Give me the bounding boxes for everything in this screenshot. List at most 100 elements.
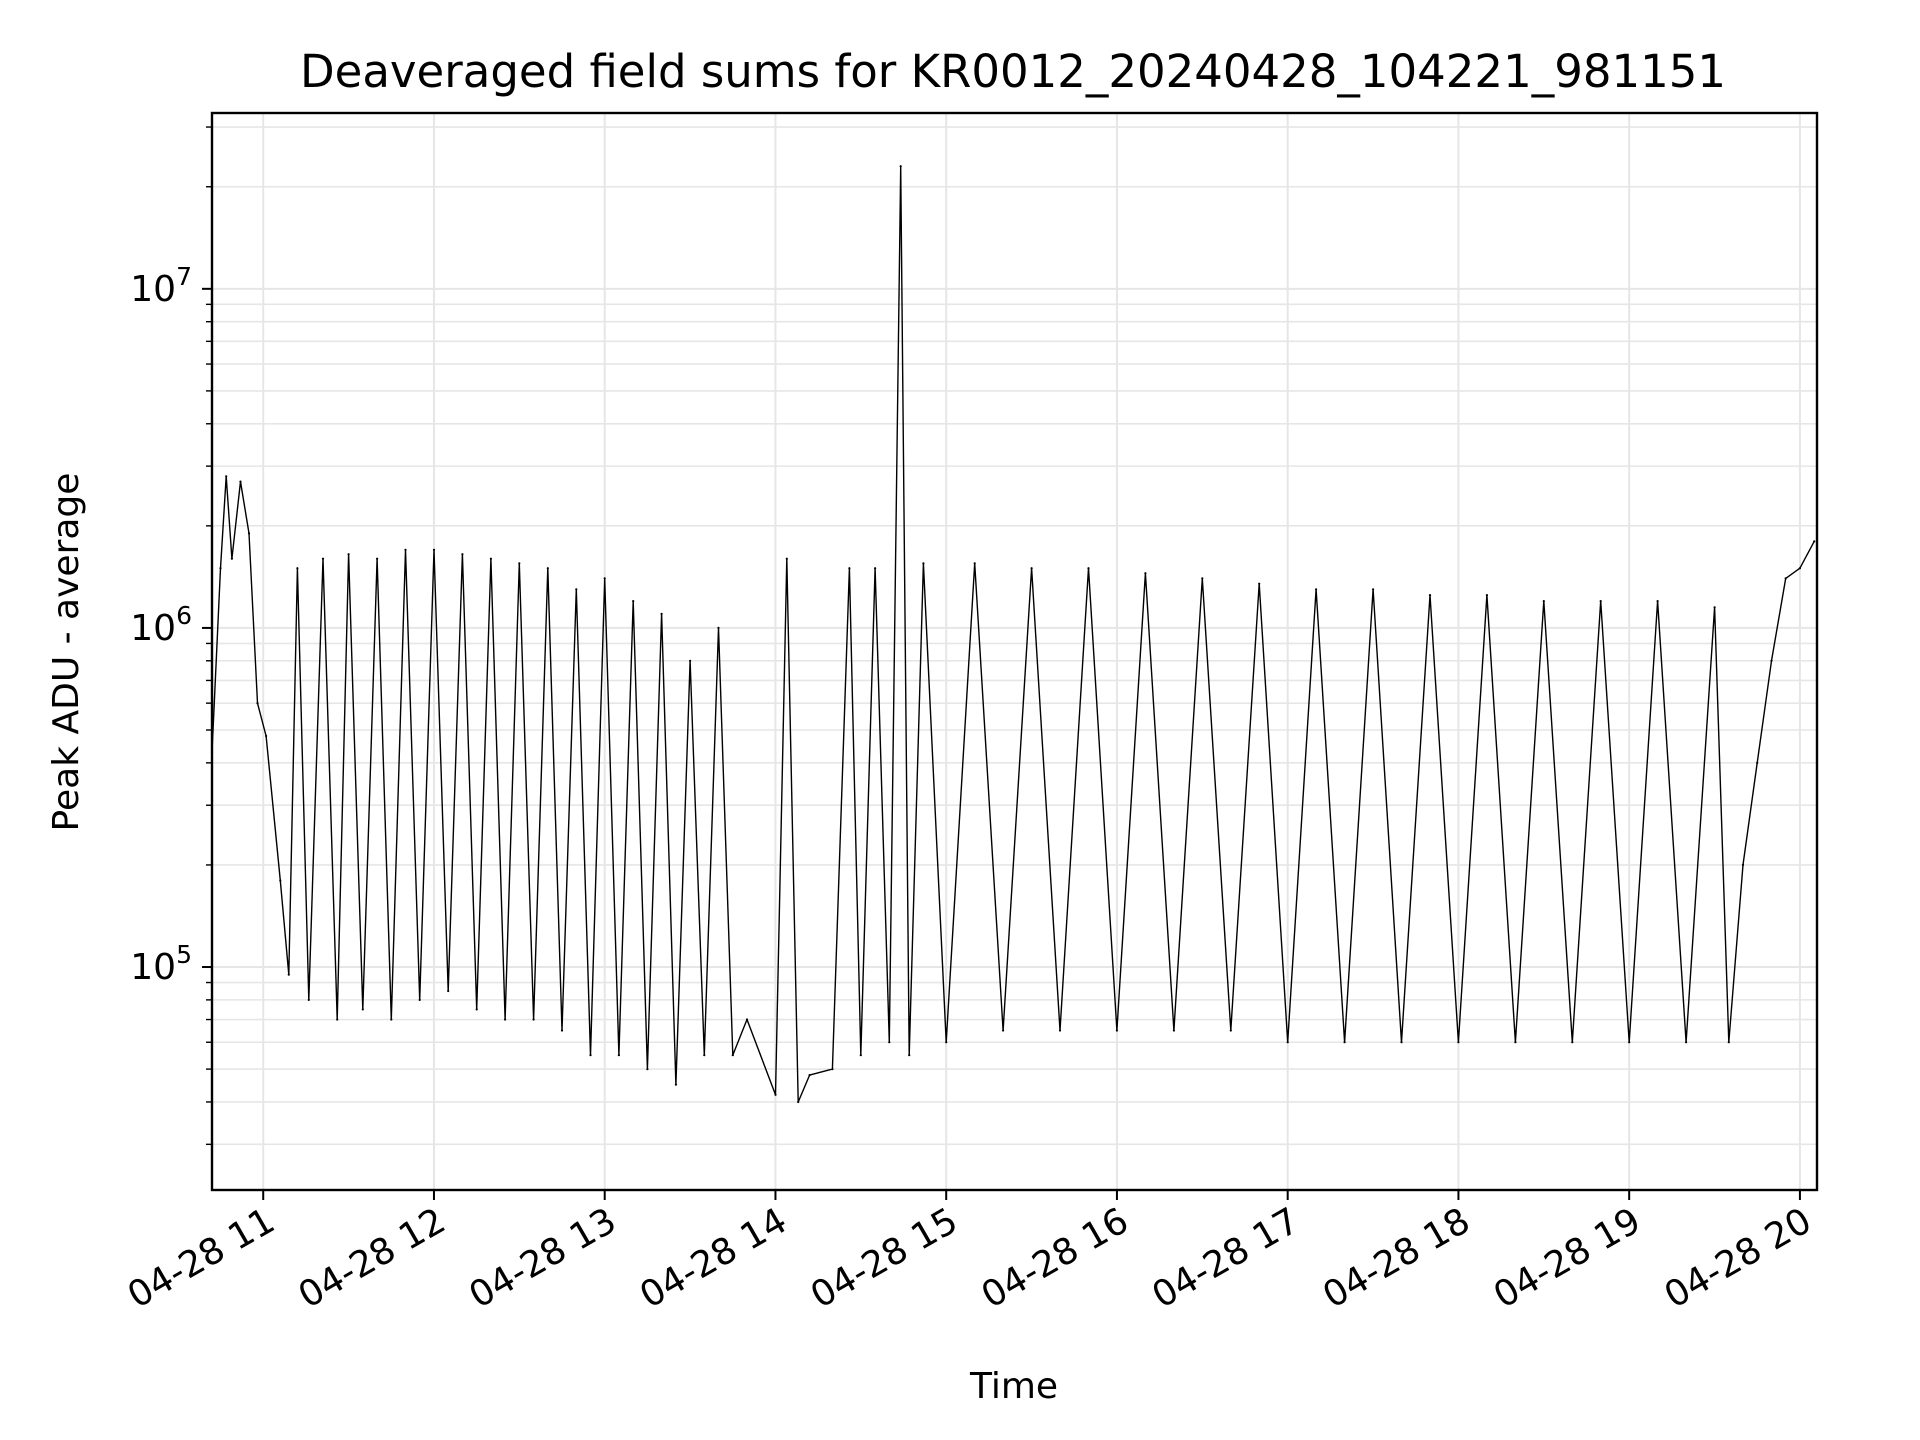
data-point xyxy=(689,659,692,662)
data-point xyxy=(461,553,464,556)
data-point xyxy=(225,475,228,478)
data-point xyxy=(296,567,299,570)
y-tick-label: 105 xyxy=(130,940,192,988)
data-point xyxy=(848,567,851,570)
data-point xyxy=(899,165,902,168)
x-tick-label: 04-28 20 xyxy=(1658,1200,1819,1316)
y-tick-exponent: 7 xyxy=(176,262,192,291)
data-point xyxy=(774,1093,777,1096)
chart-title: Deaveraged field sums for KR0012_2024042… xyxy=(300,45,1726,98)
x-tick-label: 04-28 17 xyxy=(1146,1200,1307,1316)
data-point xyxy=(418,998,421,1002)
data-point xyxy=(239,480,242,483)
data-point xyxy=(785,557,788,560)
data-point xyxy=(589,1054,592,1057)
data-point xyxy=(575,588,578,591)
series-line xyxy=(211,165,1815,1103)
data-point xyxy=(247,532,251,535)
data-point xyxy=(717,626,720,630)
data-point xyxy=(1087,567,1090,570)
y-tick-label: 107 xyxy=(130,262,192,310)
data-point xyxy=(1315,588,1318,591)
data-point xyxy=(831,1068,834,1071)
data-point xyxy=(797,1100,800,1104)
data-point xyxy=(1030,567,1033,570)
data-point xyxy=(745,1018,749,1021)
x-axis-label: Time xyxy=(969,1366,1058,1407)
data-point xyxy=(1628,1041,1631,1044)
data-point xyxy=(321,557,325,560)
y-tick-base: 10 xyxy=(130,269,176,310)
data-point xyxy=(489,557,492,560)
data-point xyxy=(279,879,282,882)
data-point xyxy=(287,973,290,976)
y-tick-base: 10 xyxy=(130,608,176,649)
data-point xyxy=(347,553,350,556)
data-point xyxy=(219,567,222,570)
data-point xyxy=(1798,567,1801,570)
data-point xyxy=(859,1054,862,1057)
data-point xyxy=(1343,1041,1346,1044)
x-tick-label: 04-28 19 xyxy=(1487,1200,1648,1316)
data-point xyxy=(1727,1041,1730,1044)
data-point xyxy=(1457,1041,1460,1044)
data-point xyxy=(1058,1029,1062,1032)
data-point xyxy=(404,548,407,551)
data-point xyxy=(546,567,549,570)
data-point xyxy=(632,600,635,603)
data-point xyxy=(1485,594,1488,597)
data-point xyxy=(1756,761,1759,765)
data-point xyxy=(1172,1029,1175,1032)
data-point xyxy=(1144,572,1147,575)
data-point xyxy=(307,998,310,1002)
data-point xyxy=(808,1074,811,1077)
x-tick-label: 04-28 14 xyxy=(633,1200,794,1316)
data-point xyxy=(1514,1041,1517,1044)
x-tick-label: 04-28 12 xyxy=(292,1200,453,1316)
data-point xyxy=(1258,582,1261,585)
data-point xyxy=(230,557,233,560)
data-point xyxy=(1229,1029,1232,1032)
data-point xyxy=(973,562,976,565)
y-tick-label: 106 xyxy=(130,601,192,649)
plot-frame xyxy=(210,111,1819,1192)
data-point xyxy=(518,562,521,565)
x-tick-label: 04-28 15 xyxy=(804,1200,965,1316)
data-point xyxy=(731,1054,734,1057)
data-point xyxy=(1571,1041,1574,1044)
data-point xyxy=(1599,600,1602,603)
data-point xyxy=(603,577,606,580)
y-tick-base: 10 xyxy=(130,947,176,988)
data-point xyxy=(1400,1041,1403,1044)
data-point xyxy=(1741,863,1745,867)
data-point xyxy=(1770,659,1773,662)
data-point xyxy=(1201,577,1204,580)
x-tick-label: 04-28 13 xyxy=(463,1200,624,1316)
data-point xyxy=(908,1054,911,1057)
data-point xyxy=(874,567,877,570)
data-point xyxy=(1685,1041,1688,1044)
x-axis: 04-28 11 04-28 12 04-28 13 04-28 14 04-28 15… xyxy=(121,1190,1818,1317)
data-point xyxy=(532,1018,535,1021)
grid xyxy=(212,113,1817,1190)
data-point xyxy=(361,1008,364,1011)
data-point xyxy=(376,557,379,560)
x-tick-label: 04-28 11 xyxy=(121,1200,282,1316)
data-point xyxy=(210,751,214,754)
y-axis-label: Peak ADU - average xyxy=(46,473,87,832)
data-point xyxy=(504,1018,507,1021)
data-point xyxy=(703,1054,706,1057)
data-point xyxy=(1286,1041,1289,1044)
data-point xyxy=(1002,1029,1005,1032)
data-point xyxy=(447,989,450,993)
data-point xyxy=(1713,606,1716,609)
data-point xyxy=(390,1018,393,1021)
data-point xyxy=(922,562,925,565)
data-point xyxy=(1115,1029,1118,1032)
data-point xyxy=(1372,588,1375,591)
data-point xyxy=(1813,540,1816,543)
data-point xyxy=(646,1068,649,1071)
data-point xyxy=(265,734,268,738)
